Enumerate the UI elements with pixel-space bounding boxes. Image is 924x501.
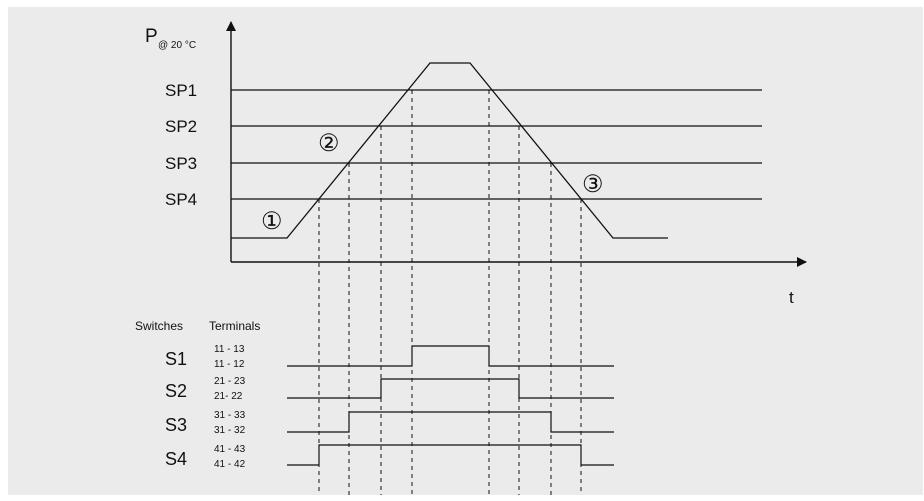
switch-signal-s2 — [287, 378, 614, 399]
diagram-background — [8, 7, 923, 495]
phase-marker-3: ③ — [582, 171, 604, 198]
switch-signal-s1 — [287, 345, 614, 367]
setpoint-label-sp1: SP1 — [165, 81, 197, 100]
terminal-bottom-s3: 31 - 32 — [214, 425, 246, 436]
y-axis-label: P — [145, 26, 158, 47]
phase-marker-2: ② — [318, 130, 340, 157]
setpoint-label-sp2: SP2 — [165, 117, 197, 136]
switch-label-s3: S3 — [165, 415, 187, 435]
terminal-bottom-s1: 11 - 12 — [214, 359, 245, 370]
switch-label-s2: S2 — [165, 381, 187, 401]
pressure-curve — [231, 62, 668, 239]
terminal-top-s4: 41 - 43 — [214, 444, 246, 455]
y-axis-label-sub: @ 20 °C — [158, 40, 196, 51]
setpoint-label-sp3: SP3 — [165, 154, 197, 173]
terminal-top-s1: 11 - 13 — [214, 344, 245, 355]
switches-header: Switches — [135, 319, 183, 333]
switch-label-s1: S1 — [165, 349, 187, 369]
switch-label-s4: S4 — [165, 449, 187, 469]
terminals-header: Terminals — [209, 319, 260, 333]
terminal-bottom-s4: 41 - 42 — [214, 459, 246, 470]
switch-signal-s4 — [287, 444, 614, 466]
x-axis-label: t — [789, 288, 794, 307]
terminal-top-s2: 21 - 23 — [214, 376, 246, 387]
switch-signal-s3 — [287, 411, 614, 433]
phase-marker-1: ① — [261, 208, 283, 235]
setpoint-label-sp4: SP4 — [165, 190, 197, 209]
terminal-top-s3: 31 - 33 — [214, 410, 246, 421]
terminal-bottom-s2: 21- 22 — [214, 391, 243, 402]
